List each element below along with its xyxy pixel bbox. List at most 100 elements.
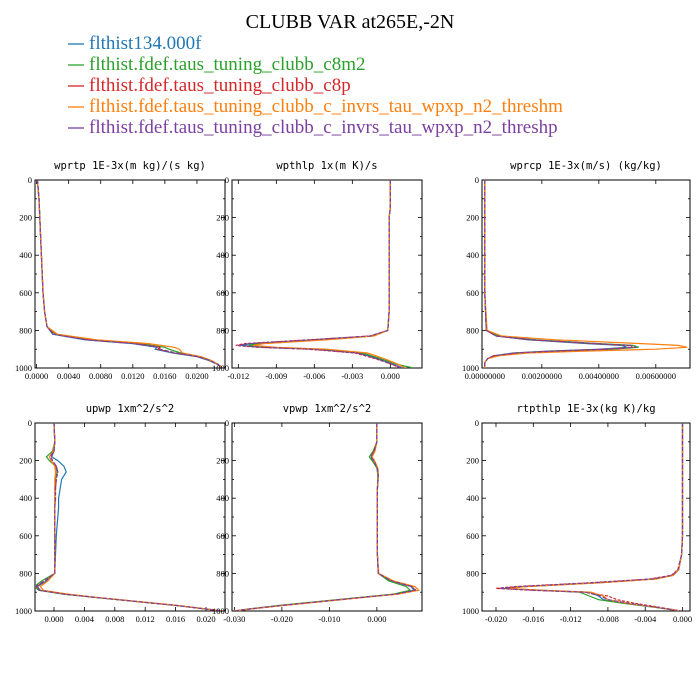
series-line bbox=[234, 423, 416, 611]
series-line bbox=[35, 423, 223, 611]
y-tick-label: 800 bbox=[19, 325, 32, 335]
series-line bbox=[36, 180, 223, 368]
panel-title: upwp 1xm^2/s^2 bbox=[86, 403, 175, 415]
x-tick-label: -0.012 bbox=[227, 371, 249, 381]
x-tick-label: 0.000 bbox=[381, 371, 400, 381]
series-line bbox=[234, 423, 415, 611]
panel-title: wprcp 1E-3x(m/s) (kg/kg) bbox=[510, 160, 662, 172]
legend-item: flthist.fdef.taus_tuning_clubb_c8m2 bbox=[68, 54, 366, 75]
y-tick-label: 400 bbox=[216, 493, 229, 503]
series-line bbox=[36, 180, 223, 368]
series-line bbox=[238, 180, 402, 368]
legend-item: flthist.fdef.taus_tuning_clubb_c8p bbox=[68, 75, 351, 96]
series-line bbox=[36, 180, 223, 368]
legend-item: flthist.fdef.taus_tuning_clubb_c_invrs_t… bbox=[68, 96, 563, 117]
panels-grid: wprtp 1E-3x(m kg)/(s kg) 0 200 400 600 800 100… bbox=[15, 160, 692, 624]
legend-label: flthist.fdef.taus_tuning_clubb_c_invrs_t… bbox=[89, 117, 558, 138]
x-tick-label: 0.004 bbox=[75, 614, 95, 624]
y-tick-label: 0 bbox=[475, 175, 479, 185]
panel-title: wpthlp 1x(m K)/s bbox=[276, 160, 377, 172]
series-line bbox=[507, 423, 684, 611]
panel-5: vpwp 1xm^2/s^2 0 200 400 600 800 1000-0.030 -0.… bbox=[212, 403, 423, 624]
y-tick-label: 800 bbox=[19, 568, 32, 578]
series-line bbox=[484, 180, 688, 368]
y-tick-label: 200 bbox=[466, 213, 479, 223]
y-tick-label: 600 bbox=[466, 531, 479, 541]
x-tick-label: 0.00000000 bbox=[465, 371, 505, 381]
x-tick-label: -0.009 bbox=[265, 371, 287, 381]
panel-title: vpwp 1xm^2/s^2 bbox=[283, 403, 372, 415]
legend-label: flthist.fdef.taus_tuning_clubb_c8p bbox=[89, 75, 351, 96]
x-tick-label: 0.000 bbox=[673, 614, 692, 624]
x-tick-label: 0.00400000 bbox=[579, 371, 619, 381]
x-tick-label: -0.030 bbox=[223, 614, 245, 624]
panel-2: wpthlp 1x(m K)/s 0 200 400 600 800 1000-0.012 -… bbox=[212, 160, 423, 381]
x-tick-label: 0.00200000 bbox=[522, 371, 562, 381]
x-tick-label: 0.0200 bbox=[185, 371, 208, 381]
y-tick-label: 600 bbox=[216, 288, 229, 298]
panel-title: wprtp 1E-3x(m kg)/(s kg) bbox=[54, 160, 206, 172]
legend: flthist134.000fflthist.fdef.taus_tuning_… bbox=[68, 33, 563, 138]
series-line bbox=[499, 423, 684, 611]
y-tick-label: 0 bbox=[475, 418, 479, 428]
plot-frame bbox=[34, 179, 226, 369]
series-line bbox=[234, 423, 417, 611]
series-group bbox=[235, 180, 414, 368]
y-tick-label: 800 bbox=[216, 568, 229, 578]
x-tick-label: -0.020 bbox=[485, 614, 507, 624]
y-tick-label: 400 bbox=[216, 250, 229, 260]
y-tick-label: 600 bbox=[19, 288, 32, 298]
y-tick-label: 200 bbox=[19, 213, 32, 223]
x-tick-label: 0.0120 bbox=[121, 371, 144, 381]
series-line bbox=[39, 423, 223, 611]
x-tick-label: -0.004 bbox=[634, 614, 657, 624]
y-tick-label: 800 bbox=[466, 325, 479, 335]
plot-frame bbox=[34, 422, 226, 612]
series-group bbox=[484, 180, 688, 368]
y-tick-label: 400 bbox=[466, 250, 479, 260]
legend-item: flthist134.000f bbox=[68, 33, 202, 54]
panel-1: wprtp 1E-3x(m kg)/(s kg) 0 200 400 600 800 100… bbox=[15, 160, 226, 381]
legend-label: flthist.fdef.taus_tuning_clubb_c_invrs_t… bbox=[89, 96, 563, 117]
y-tick-label: 1000 bbox=[15, 363, 32, 373]
series-line bbox=[36, 180, 223, 368]
series-group bbox=[234, 423, 420, 611]
plot-frame bbox=[481, 179, 691, 369]
legend-label: flthist134.000f bbox=[89, 33, 202, 54]
series-line bbox=[35, 423, 223, 611]
x-tick-label: 0.020 bbox=[196, 614, 215, 624]
panel-4: upwp 1xm^2/s^2 0 200 400 600 800 1000 0.000 0.00… bbox=[15, 403, 226, 624]
x-tick-label: 0.0080 bbox=[89, 371, 112, 381]
series-group bbox=[495, 423, 684, 611]
x-tick-label: 0.016 bbox=[166, 614, 185, 624]
x-tick-label: -0.016 bbox=[522, 614, 544, 624]
x-tick-label: 0.00600000 bbox=[636, 371, 676, 381]
y-tick-label: 600 bbox=[19, 531, 32, 541]
y-tick-label: 0 bbox=[225, 418, 229, 428]
series-line bbox=[234, 423, 412, 611]
x-tick-label: -0.012 bbox=[560, 614, 582, 624]
series-line bbox=[484, 180, 637, 368]
legend-item: flthist.fdef.taus_tuning_clubb_c_invrs_t… bbox=[68, 117, 558, 138]
y-tick-label: 200 bbox=[216, 456, 229, 466]
x-tick-label: -0.003 bbox=[341, 371, 363, 381]
y-tick-label: 400 bbox=[19, 250, 32, 260]
x-tick-label: 0.0040 bbox=[57, 371, 80, 381]
panel-title: rtpthlp 1E-3x(kg K)/kg bbox=[516, 403, 655, 415]
series-group bbox=[35, 423, 223, 611]
y-tick-label: 0 bbox=[28, 175, 32, 185]
x-tick-label: -0.020 bbox=[271, 614, 293, 624]
y-tick-label: 800 bbox=[466, 568, 479, 578]
series-line bbox=[36, 180, 223, 368]
panel-3: wprcp 1E-3x(m/s) (kg/kg) 0 200 400 600 800 100… bbox=[462, 160, 691, 381]
x-tick-label: 0.000 bbox=[367, 614, 386, 624]
y-tick-label: 1000 bbox=[462, 363, 479, 373]
y-tick-label: 1000 bbox=[15, 606, 32, 616]
panel-6: rtpthlp 1E-3x(kg K)/kg02004006008001000-… bbox=[462, 403, 692, 624]
series-line bbox=[36, 423, 223, 611]
series-group bbox=[36, 180, 223, 368]
x-tick-label: 0.0160 bbox=[153, 371, 176, 381]
y-tick-label: 400 bbox=[19, 493, 32, 503]
y-tick-label: 1000 bbox=[212, 606, 229, 616]
